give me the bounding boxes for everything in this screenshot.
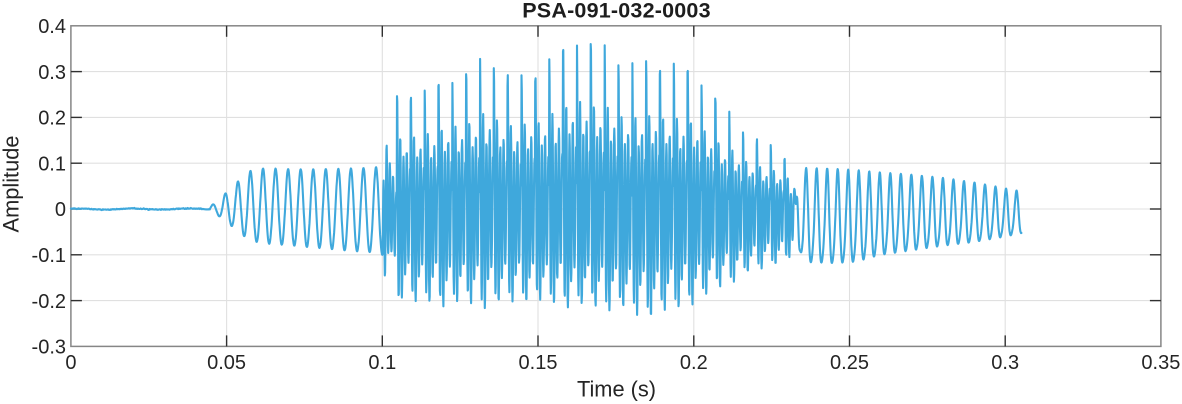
svg-text:-0.1: -0.1 xyxy=(32,245,66,267)
svg-text:Amplitude: Amplitude xyxy=(0,136,24,233)
svg-text:0: 0 xyxy=(55,199,66,221)
svg-text:0.1: 0.1 xyxy=(38,153,66,175)
svg-text:0.2: 0.2 xyxy=(680,352,708,374)
svg-text:0.3: 0.3 xyxy=(991,352,1019,374)
svg-text:0.4: 0.4 xyxy=(38,16,66,38)
svg-text:-0.2: -0.2 xyxy=(32,291,66,313)
svg-text:0.1: 0.1 xyxy=(368,352,396,374)
svg-text:0.15: 0.15 xyxy=(519,352,558,374)
svg-text:Time (s): Time (s) xyxy=(577,377,656,402)
svg-text:0.35: 0.35 xyxy=(1141,352,1180,374)
svg-text:0.25: 0.25 xyxy=(830,352,869,374)
svg-text:0.3: 0.3 xyxy=(38,62,66,84)
svg-text:0.2: 0.2 xyxy=(38,108,66,130)
svg-text:0.05: 0.05 xyxy=(207,352,246,374)
svg-text:PSA-091-032-0003: PSA-091-032-0003 xyxy=(522,0,710,22)
svg-text:-0.3: -0.3 xyxy=(32,337,66,359)
svg-text:0: 0 xyxy=(65,352,76,374)
